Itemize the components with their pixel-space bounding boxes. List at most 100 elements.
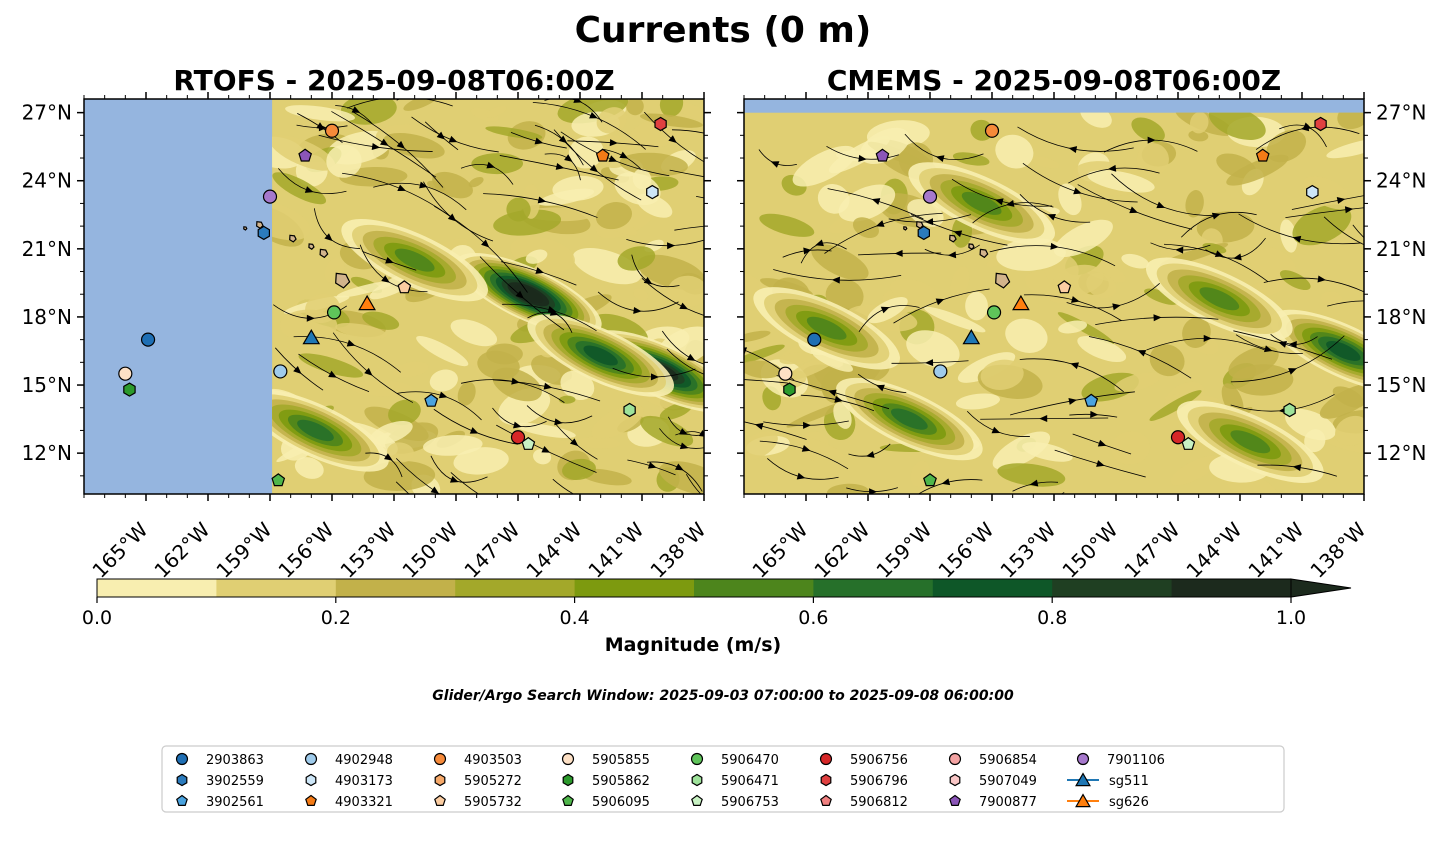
x-tick-label: 156°W: [273, 517, 338, 582]
colorbar-segment: [694, 579, 814, 597]
colorbar-tick-label: 0.4: [559, 607, 589, 629]
marker-5906471: [1283, 402, 1296, 418]
legend-label: 3902561: [206, 795, 264, 810]
colorbar: 0.0 0.2 0.4 0.6 0.8 1.0: [82, 578, 1352, 629]
marker-4903173: [646, 184, 659, 200]
island: [903, 226, 908, 231]
marker-5906471: [623, 402, 636, 418]
island: [335, 272, 351, 289]
y-tick-label: 18°N: [22, 305, 72, 329]
y-tick-label: 18°N: [1376, 305, 1426, 329]
marker-3902559: [257, 225, 270, 241]
current-magnitude-field: [272, 99, 704, 494]
marker-5905855: [118, 366, 133, 381]
legend-label: 4902948: [335, 753, 393, 768]
island: [949, 234, 957, 243]
marker-4903503: [984, 123, 1000, 138]
legend-marker: [691, 773, 703, 787]
legend-item-5905855: 5905855: [561, 752, 650, 768]
platform-markers: [118, 116, 667, 487]
legend-label: 5906796: [850, 774, 908, 789]
legend-item-sg626: sg626: [1067, 793, 1149, 810]
colorbar-segment: [455, 579, 576, 597]
streamlines: [273, 99, 704, 494]
x-tick-label: 150°W: [397, 517, 462, 582]
x-tick-label: 159°W: [871, 517, 936, 582]
legend-item-5905862: 5905862: [562, 773, 650, 789]
legend-item-5906854: 5906854: [948, 752, 1037, 768]
search-window-text: Glider/Argo Search Window: 2025-09-03 07…: [432, 688, 1014, 704]
hawaiian-islands: [903, 221, 1011, 289]
hawaiian-islands: [243, 221, 351, 289]
marker-3902559: [917, 225, 931, 241]
colorbar-tick-label: 1.0: [1276, 607, 1306, 629]
x-tick-label: 165°W: [747, 517, 812, 582]
legend-item-5906470: 5906470: [690, 752, 779, 768]
island: [319, 248, 329, 259]
y-tick-label: 24°N: [22, 169, 72, 193]
colorbar-tick-label: 0.6: [798, 607, 828, 629]
x-tick-label: 153°W: [995, 517, 1060, 582]
y-tick-label: 21°N: [22, 237, 72, 261]
x-tick-label: 147°W: [1119, 517, 1184, 582]
y-tick-label: 27°N: [22, 101, 72, 125]
y-tick-label: 12°N: [1376, 441, 1426, 465]
marker-sg626: [358, 294, 376, 311]
legend-marker: [1075, 793, 1091, 808]
y-tick-label: 12°N: [22, 441, 72, 465]
x-tick-label: 156°W: [933, 517, 998, 582]
x-tick-label: 165°W: [87, 517, 152, 582]
legend-item-5906812: 5906812: [820, 794, 908, 810]
x-tick-label: 138°W: [645, 517, 710, 582]
colorbar-tick-label: 0.0: [82, 607, 112, 629]
map-panel-cmems: CMEMS - 2025-09-08T06:00Z 165°W162°W159°W…: [737, 64, 1426, 583]
colorbar-tick-label: 0.8: [1037, 607, 1067, 629]
legend-marker: [1076, 752, 1090, 766]
legend-item-5906756: 5906756: [819, 752, 908, 768]
island: [979, 248, 989, 259]
marker-7900877: [875, 148, 890, 162]
marker-5906796: [654, 116, 667, 132]
marker-5905732: [397, 280, 412, 294]
legend-label: sg626: [1109, 795, 1149, 810]
marker-4902948: [273, 364, 288, 379]
marker-2903863: [807, 332, 822, 347]
colorbar-label: Magnitude (m/s): [605, 634, 782, 656]
marker-5906470: [986, 305, 1002, 320]
legend-label: 4903173: [335, 774, 393, 789]
marker-5906756: [1170, 430, 1186, 445]
marker-4903503: [324, 123, 340, 138]
marker-4902948: [933, 364, 948, 379]
legend-marker: [948, 752, 962, 766]
legend-marker: [175, 752, 189, 766]
x-tick-label: 162°W: [149, 517, 214, 582]
legend-item-5905732: 5905732: [434, 794, 522, 810]
colorbar-tick-label: 0.2: [321, 607, 351, 629]
legend-item-4903503: 4903503: [433, 752, 522, 768]
legend-marker: [949, 794, 961, 807]
marker-4903173: [1306, 184, 1319, 200]
colorbar-segment: [1171, 579, 1292, 597]
legend-label: 5906095: [592, 795, 650, 810]
platform-markers: [778, 116, 1327, 487]
legend-label: 7900877: [979, 795, 1037, 810]
map-title: CMEMS - 2025-09-08T06:00Z: [827, 64, 1281, 97]
x-tick-label: 144°W: [1181, 517, 1246, 582]
legend-item-5907049: 5907049: [949, 773, 1037, 789]
legend-marker: [305, 773, 317, 787]
colorbar-segment: [216, 579, 337, 597]
y-tick-label: 27°N: [1376, 101, 1426, 125]
figure-title: Currents (0 m): [575, 10, 872, 51]
legend-marker: [1075, 772, 1091, 787]
marker-7900877: [298, 148, 313, 162]
legend-label: 4903321: [335, 795, 393, 810]
x-tick-label: 144°W: [521, 517, 586, 582]
legend-label: 5905862: [592, 774, 650, 789]
island: [308, 243, 315, 250]
legend-marker: [690, 752, 704, 766]
streamlines: [744, 122, 1364, 494]
marker-4903321: [1255, 148, 1270, 162]
x-tick-label: 138°W: [1305, 517, 1370, 582]
marker-3902561: [424, 393, 439, 407]
